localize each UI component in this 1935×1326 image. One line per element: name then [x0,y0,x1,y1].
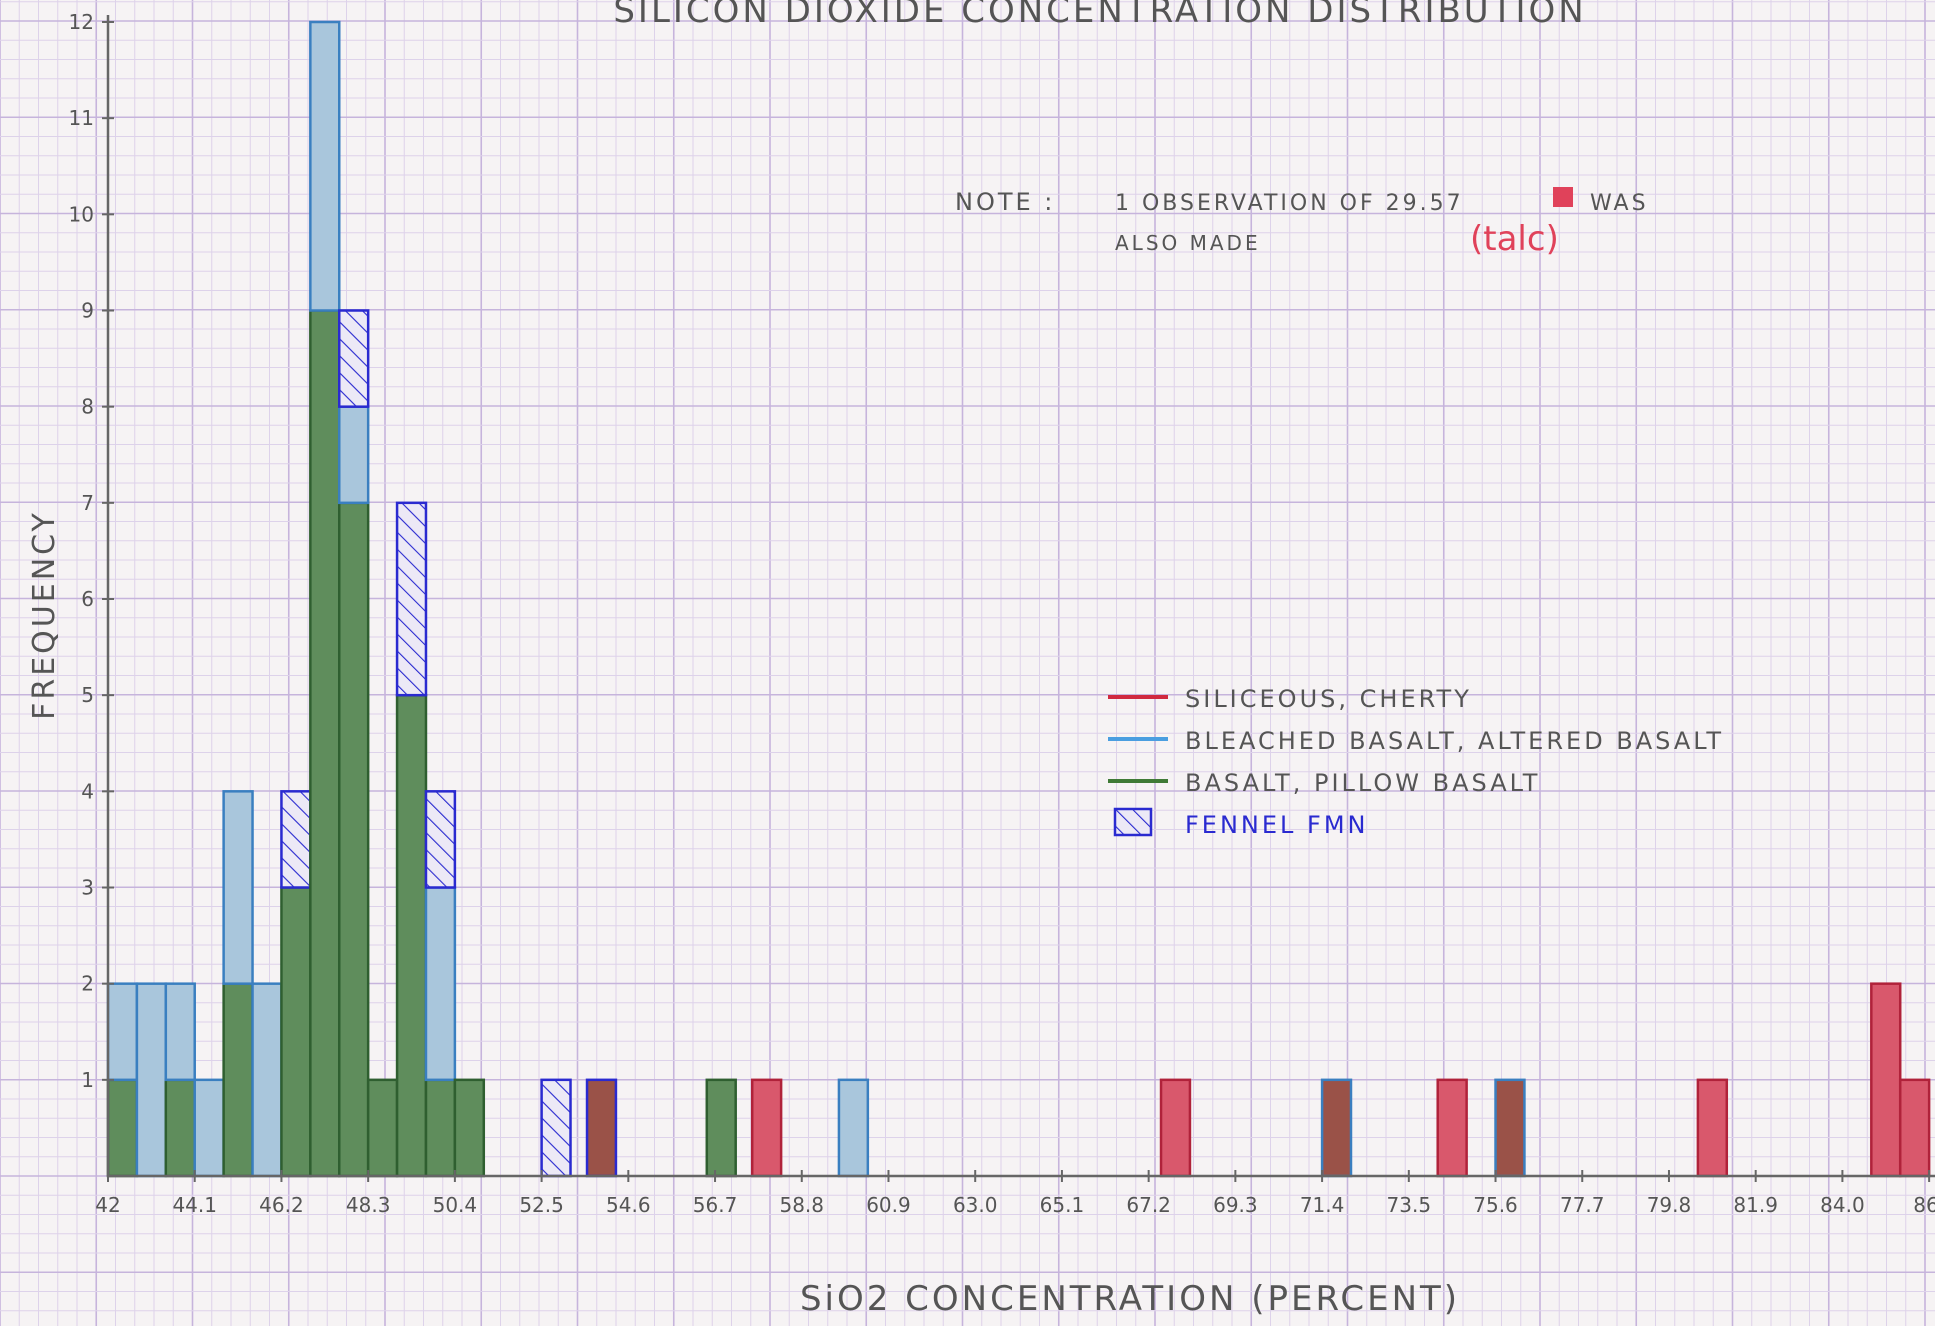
y-tick-label: 12 [69,10,94,34]
x-tick-label: 48.3 [346,1193,391,1217]
x-tick-label: 56.7 [693,1193,738,1217]
bar-siliceous-cherty [750,1078,783,1178]
x-tick-label: 60.9 [866,1193,911,1217]
legend-label: BASALT, PILLOW BASALT [1185,769,1540,797]
bar-siliceous-cherty [1696,1078,1729,1178]
bar-fennel-fmn [540,1078,572,1178]
bar-siliceous-cherty [1870,982,1902,1178]
x-tick-label: 86. [1913,1193,1935,1217]
y-tick-label: 8 [81,395,94,419]
x-tick-label: 71.4 [1300,1193,1345,1217]
x-tick-label: 44.1 [172,1193,217,1217]
chart-title: SILICON DIOXIDE CONCENTRATION DISTRIBUTI… [613,0,1586,31]
bar-basalt [395,693,428,1178]
y-tick-label: 7 [81,491,94,515]
bars [106,20,1931,1178]
bar-fennel-fmn [395,501,428,697]
note-line1-suffix: WAS [1590,191,1649,216]
legend-label: FENNEL FMN [1185,811,1369,839]
bar-bleached-basalt [251,982,283,1178]
bar-fennel-fmn [280,790,312,889]
x-axis-label: SiO2 CONCENTRATION (PERCENT) [800,1279,1460,1319]
x-tick-label: 52.5 [519,1193,564,1217]
y-tick-label: 10 [69,202,94,226]
x-tick-label: 46.2 [259,1193,304,1217]
y-tick-label: 4 [81,779,94,803]
bar-basalt [705,1078,737,1178]
note-line1: 1 OBSERVATION OF 29.57 [1115,191,1464,216]
bar-siliceous-cherty [1436,1078,1468,1178]
x-tick-label: 81.9 [1733,1193,1778,1217]
bar-siliceous-cherty [585,1078,618,1178]
bar-bleached-basalt [135,982,168,1178]
bar-bleached-basalt [106,982,139,1082]
note-talc: (talc) [1470,219,1559,259]
y-tick-label: 2 [81,972,94,996]
bar-fennel-fmn [338,309,370,408]
y-tick-label: 9 [81,299,94,323]
x-tick-label: 77.7 [1560,1193,1605,1217]
y-tick-label: 1 [81,1068,94,1092]
x-tick-label: 65.1 [1040,1193,1085,1217]
y-tick-label: 11 [69,106,94,130]
bar-bleached-basalt [424,886,457,1082]
y-tick-label: 3 [81,876,94,900]
x-tick-label: 50.4 [433,1193,478,1217]
bar-siliceous-cherty [1898,1078,1931,1178]
bar-fennel-fmn [424,790,457,889]
bar-siliceous-cherty [1159,1078,1192,1178]
bar-basalt [338,501,370,1178]
bar-bleached-basalt [338,405,370,505]
legend-label: SILICEOUS, CHERTY [1185,685,1472,713]
bar-basalt [424,1078,457,1178]
y-tick-label: 5 [81,683,94,707]
bar-basalt [222,982,254,1178]
note-marker-square [1553,187,1573,207]
bar-basalt [453,1078,486,1178]
bar-bleached-basalt [193,1078,225,1178]
bar-basalt [280,886,312,1178]
y-axis-label: FREQUENCY [27,510,62,720]
bar-basalt [164,1078,196,1178]
x-tick-label: 54.6 [606,1193,651,1217]
bar-bleached-basalt [309,20,341,312]
bar-bleached-basalt [164,982,196,1082]
x-tick-label: 69.3 [1213,1193,1258,1217]
x-tick-label: 67.2 [1126,1193,1171,1217]
note-annotation: NOTE : 1 OBSERVATION OF 29.57 WAS ALSO M… [955,187,1649,259]
note-line2: ALSO MADE [1115,231,1261,255]
y-tick-label: 6 [81,587,94,611]
legend: SILICEOUS, CHERTY BLEACHED BASALT, ALTERE… [1108,685,1724,839]
bar-bleached-basalt [837,1078,870,1178]
bar-bleached-basalt [222,790,254,985]
x-tick-label: 79.8 [1647,1193,1692,1217]
legend-label: BLEACHED BASALT, ALTERED BASALT [1185,727,1724,755]
bar-basalt [366,1078,399,1178]
x-tick-label: 63.0 [953,1193,998,1217]
bar-siliceous-cherty [1494,1078,1526,1178]
x-tick-label: 75.6 [1473,1193,1518,1217]
bar-siliceous-cherty [1320,1078,1353,1178]
bar-basalt [309,309,341,1178]
x-tick-label: 84.0 [1820,1193,1865,1217]
note-prefix: NOTE : [955,188,1055,216]
x-tick-label: 58.8 [779,1193,824,1217]
x-tick-label: 73.5 [1387,1193,1432,1217]
x-tick-label: 42 [95,1193,120,1217]
bar-basalt [106,1078,139,1178]
legend-swatch-hatched [1113,807,1153,837]
